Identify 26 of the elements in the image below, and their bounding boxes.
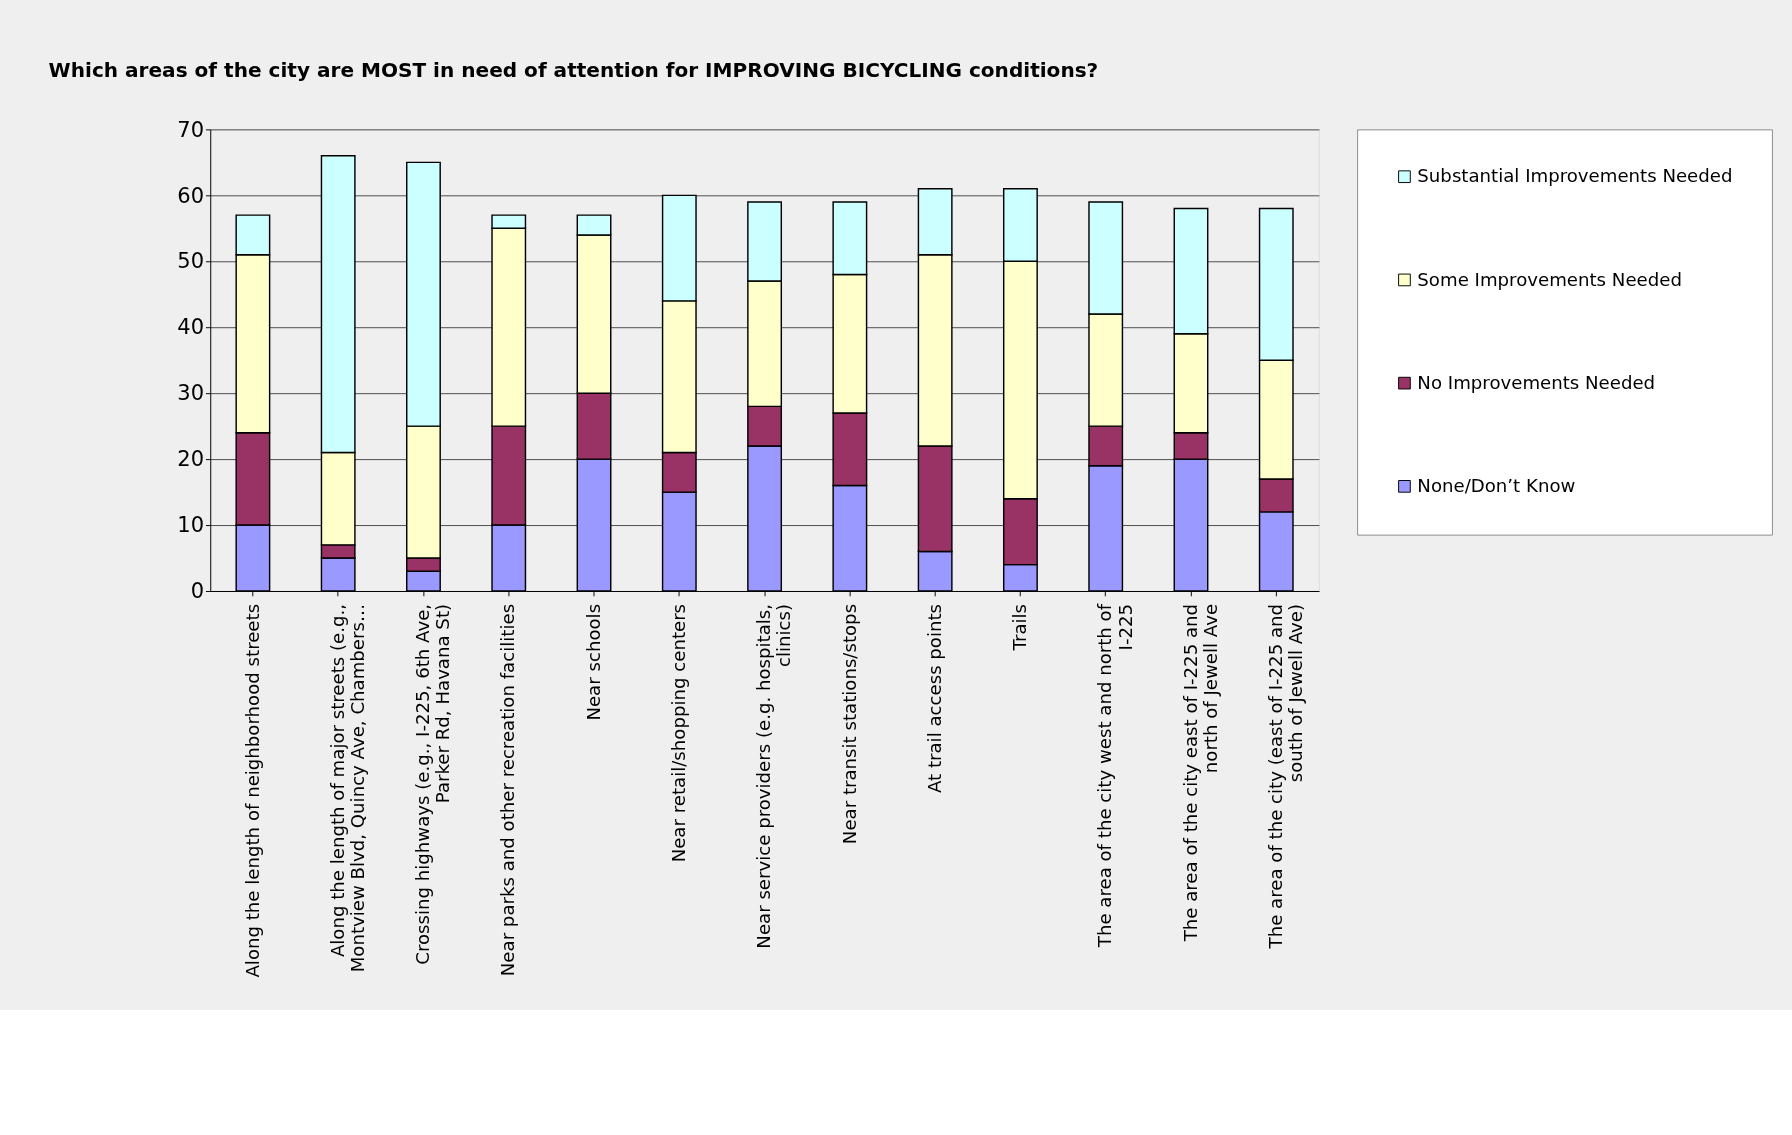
y-tick-label: 10 bbox=[177, 512, 205, 538]
y-tick-label: 30 bbox=[177, 380, 205, 406]
x-tick-label: Along the length of neighborhood streets bbox=[241, 603, 263, 978]
x-tick-label: Near parks and other recreation facilities bbox=[497, 603, 519, 977]
chart-title: Which areas of the city are MOST in need of attention for IMPROVING BICYCLING conditions? bbox=[48, 57, 1099, 82]
x-tick-label: Crossing highways (e.g., I-225, 6th Ave, Parker Rd, Havana St) bbox=[412, 603, 454, 965]
x-tick-label: Near service providers (e.g. hospitals, clinics) bbox=[753, 603, 795, 949]
x-tick-label: The area of the city east of I-225 and north of Jewell Ave bbox=[1179, 603, 1221, 943]
x-tick-label: Near retail/shopping centers bbox=[668, 603, 690, 863]
y-tick-label: 50 bbox=[177, 248, 205, 274]
legend-label: None/Don’t Know bbox=[1417, 475, 1576, 497]
y-tick-label: 20 bbox=[177, 446, 205, 472]
x-tick-label: Along the length of major streets (e.g., Montview Blvd, Quincy Ave, Chambers… bbox=[326, 603, 368, 973]
legend-label: Some Improvements Needed bbox=[1417, 268, 1682, 290]
y-tick-label: 0 bbox=[190, 578, 205, 604]
x-tick-label: At trail access points bbox=[923, 603, 945, 794]
x-tick-label: Near schools bbox=[582, 603, 604, 721]
x-tick-label: The area of the city (east of I-225 and south of Jewell Ave) bbox=[1265, 603, 1307, 950]
y-tick-label: 60 bbox=[177, 182, 205, 208]
y-tick-label: 40 bbox=[177, 314, 205, 340]
legend-label: Substantial Improvements Needed bbox=[1417, 165, 1733, 187]
x-tick-label: Near transit stations/stops bbox=[838, 603, 860, 845]
x-tick-label: The area of the city west and north of I-225 bbox=[1094, 603, 1136, 949]
y-tick-label: 70 bbox=[177, 116, 205, 142]
x-tick-label: Trails bbox=[1009, 603, 1031, 652]
legend-label: No Improvements Needed bbox=[1417, 371, 1656, 393]
